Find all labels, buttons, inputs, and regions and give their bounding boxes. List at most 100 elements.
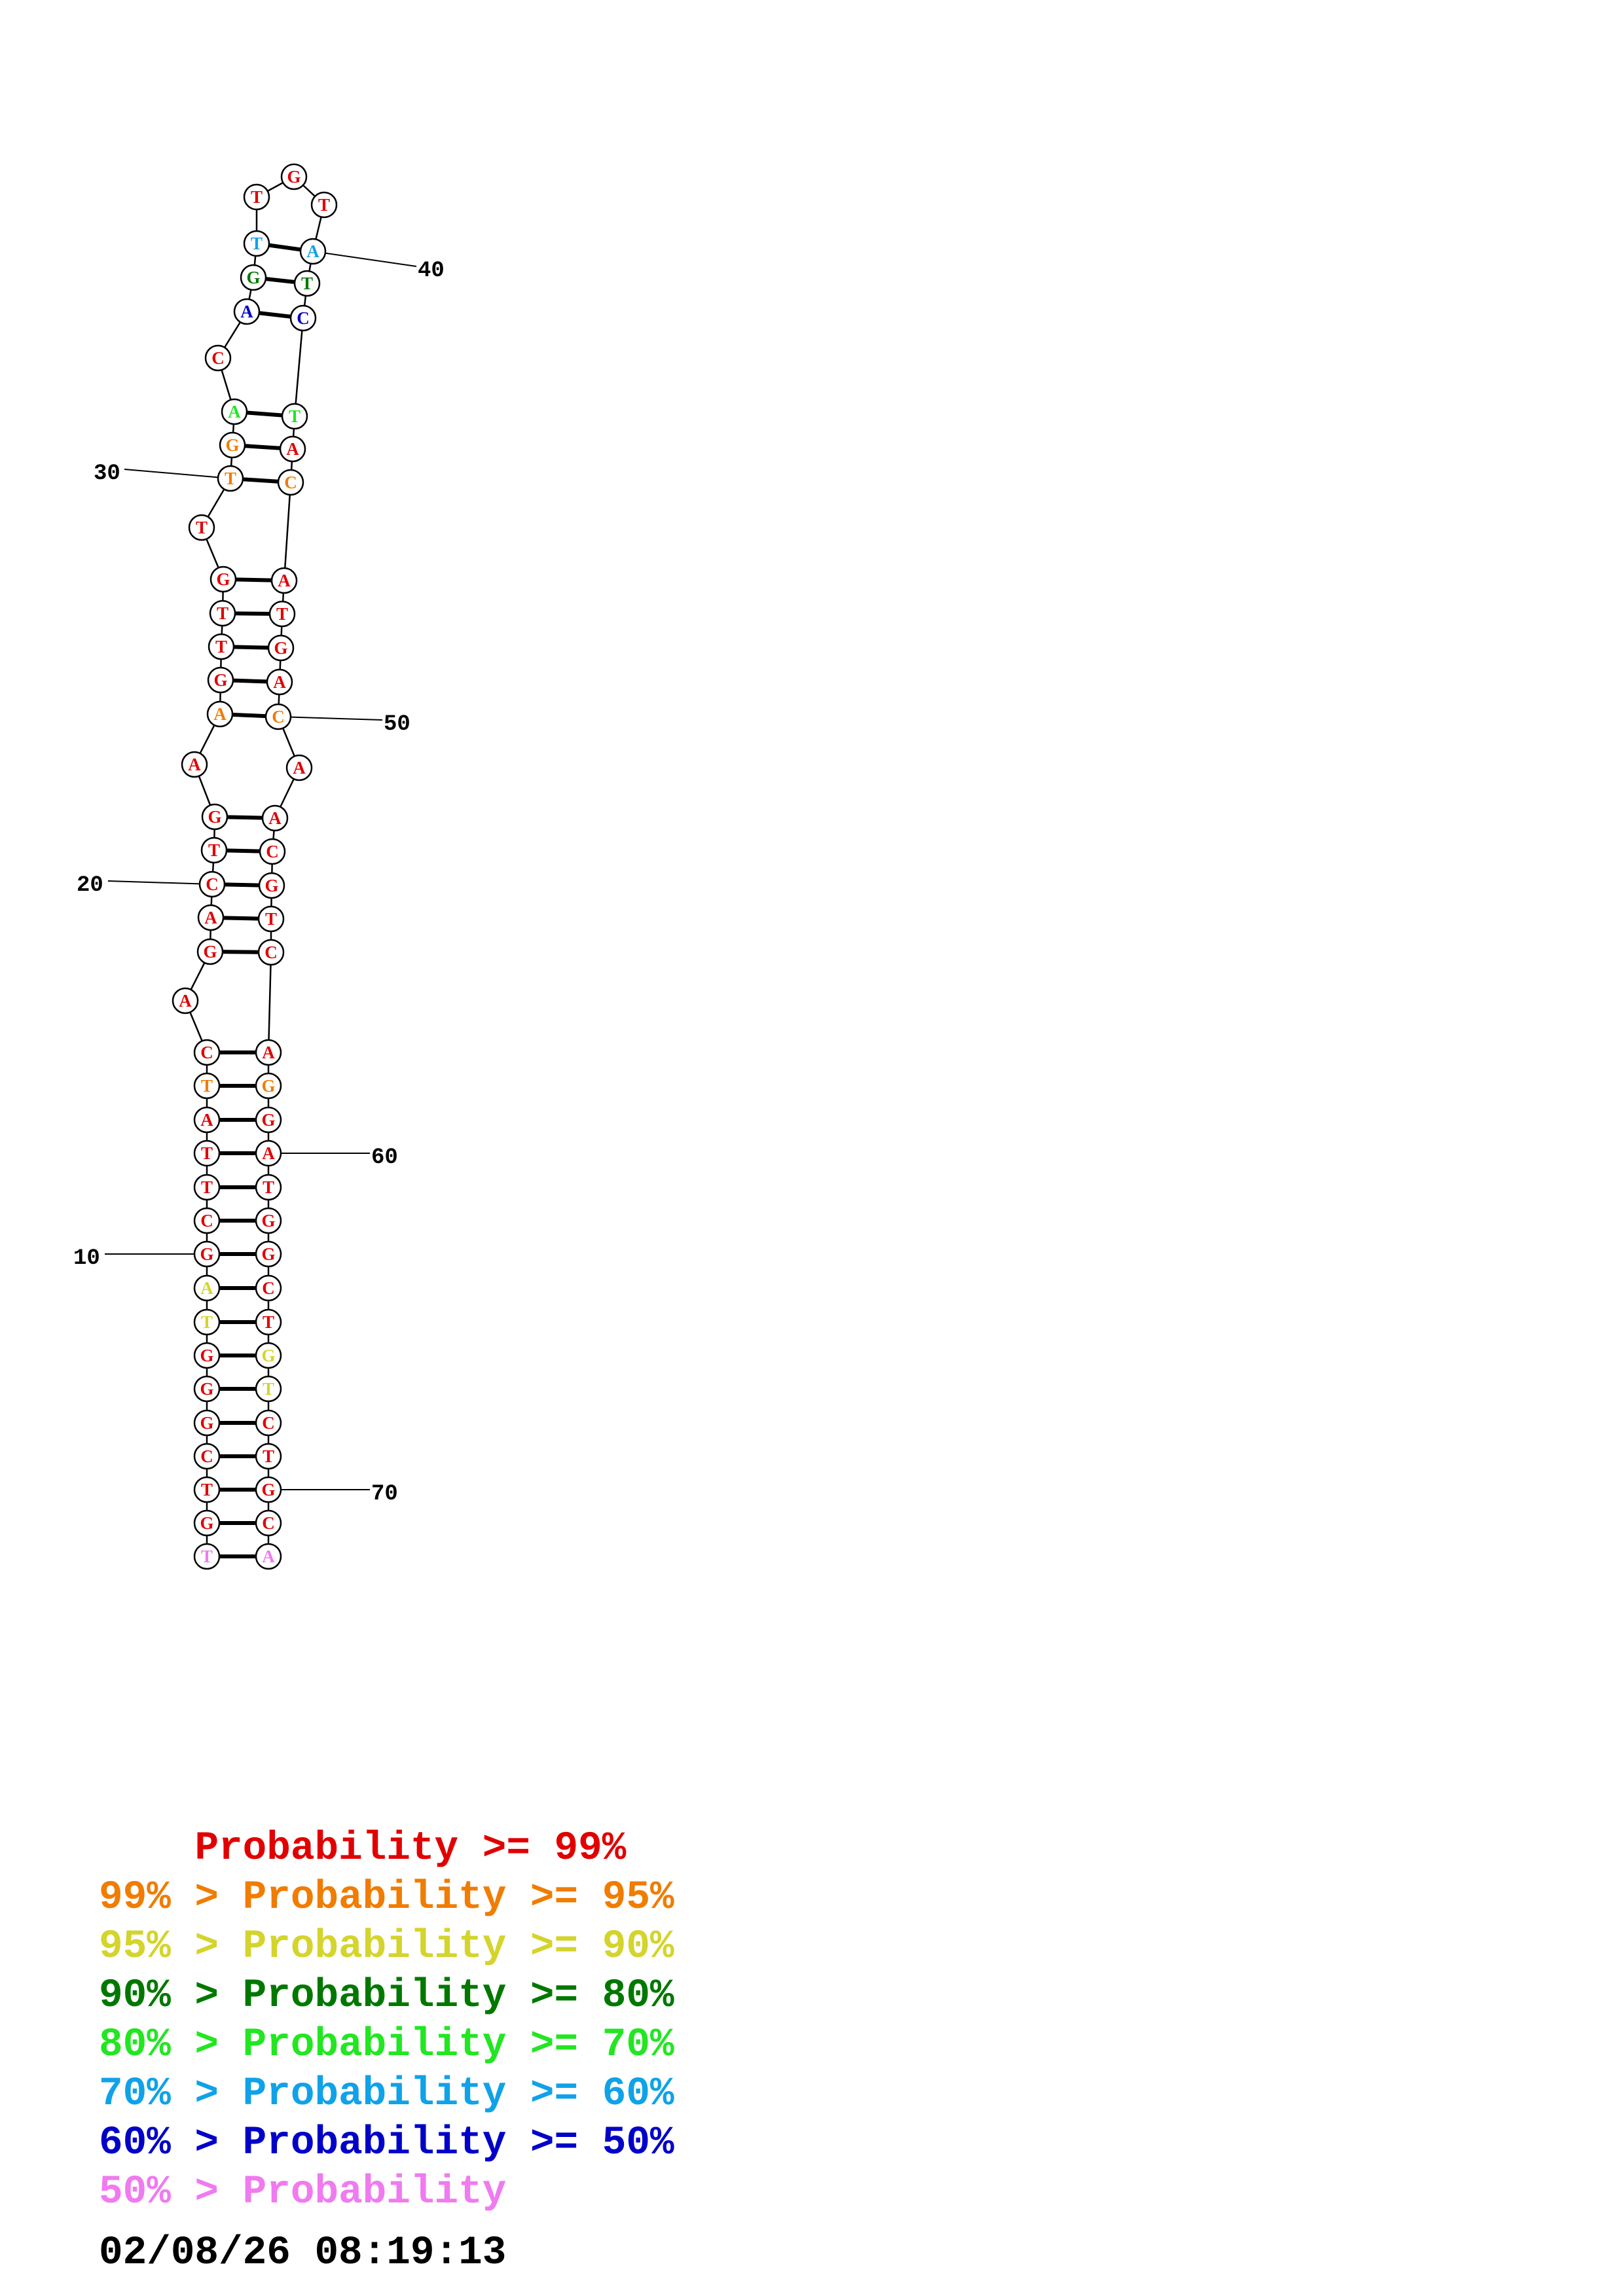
nucleotide-letter: G (246, 268, 260, 287)
nucleotide-circle (207, 666, 234, 694)
nucleotide-letter: A (213, 704, 227, 724)
nucleotide-circle (219, 431, 246, 459)
nucleotide-letter: A (204, 908, 217, 927)
nucleotide: T (209, 600, 236, 627)
nucleotide-letter: G (200, 1413, 213, 1433)
nucleotide-letter: C (200, 1043, 213, 1062)
nucleotide-letter: G (261, 1110, 275, 1130)
nucleotide: C (255, 1509, 282, 1537)
number-label: 20 (77, 873, 103, 898)
nucleotide: T (208, 633, 235, 660)
nucleotide: G (193, 1509, 221, 1537)
nucleotide: G (193, 1240, 221, 1268)
nucleotide-circle (193, 1139, 221, 1167)
nucleotide: T (243, 230, 270, 257)
nucleotide-circle (209, 600, 236, 627)
nucleotide: A (197, 904, 225, 931)
nucleotide: G (280, 163, 308, 190)
nucleotide-letter: G (261, 1244, 275, 1264)
nucleotide: T (255, 1174, 282, 1201)
nucleotide: C (259, 838, 286, 865)
nucleotide: T (193, 1139, 221, 1167)
number-label: 10 (73, 1246, 100, 1271)
number-tick (107, 880, 213, 885)
nucleotide-letter: T (201, 1547, 213, 1566)
nucleotide-circle (200, 836, 228, 864)
nucleotide-circle (217, 465, 244, 492)
nucleotide-letter: T (196, 518, 208, 537)
nucleotide: G (219, 431, 246, 459)
nucleotide-letter: T (201, 1143, 213, 1163)
nucleotide: T (217, 465, 244, 492)
nucleotide: C (277, 469, 304, 496)
backbone-segment (293, 317, 304, 417)
number-label: 30 (94, 461, 120, 486)
nucleotide-circle (201, 803, 228, 831)
nucleotide-circle (255, 1443, 282, 1470)
nucleotide: A (255, 1039, 282, 1066)
nucleotide-letter: A (306, 242, 319, 261)
nucleotide-letter: A (278, 571, 291, 590)
nucleotide-circle (255, 1509, 282, 1537)
nucleotide: G (201, 803, 228, 831)
nucleotide: A (181, 751, 208, 778)
nucleotide-circle (255, 1072, 282, 1100)
nucleotide-letter: G (274, 638, 287, 658)
nucleotide-circle (270, 567, 298, 594)
nucleotide-letter: T (201, 1480, 213, 1499)
nucleotide: C (198, 870, 226, 898)
nucleotide-circle (255, 1342, 282, 1369)
nucleotide: G (240, 264, 267, 291)
nucleotide: T (255, 1375, 282, 1403)
nucleotide: C (193, 1207, 221, 1234)
nucleotide-letter: C (284, 473, 297, 492)
nucleotide-circle (243, 230, 270, 257)
nucleotide: T (281, 403, 308, 430)
nucleotide: G (196, 938, 224, 965)
nucleotide-letter: A (268, 808, 282, 828)
nucleotide-circle (198, 870, 226, 898)
nucleotide-letter: A (228, 402, 241, 422)
nucleotide-letter: T (215, 637, 227, 656)
nucleotide-circle (264, 703, 292, 730)
nucleotide-circle (204, 344, 232, 372)
nucleotide: T (193, 1308, 221, 1336)
nucleotide: C (255, 1274, 282, 1302)
nucleotide-letter: A (293, 758, 306, 778)
nucleotide-circle (193, 1039, 221, 1066)
nucleotide: T (293, 270, 321, 297)
nucleotide-letter: T (208, 840, 220, 860)
nucleotide-letter: C (262, 1413, 275, 1433)
nucleotide: T (193, 1543, 221, 1570)
nucleotide-letter: T (201, 1076, 213, 1096)
nucleotide-circle (172, 987, 199, 1014)
nucleotide-circle (206, 700, 234, 728)
nucleotide-letter: T (289, 406, 301, 426)
nucleotide-circle (221, 398, 248, 425)
nucleotide: C (264, 703, 292, 730)
nucleotide-letter: G (287, 167, 301, 187)
nucleotide: T (310, 191, 338, 219)
nucleotide-circle (210, 565, 237, 593)
nucleotide: T (193, 1476, 221, 1503)
nucleotide-letter: A (262, 1043, 275, 1062)
nucleotide: C (193, 1443, 221, 1470)
nucleotide-circle (196, 938, 224, 965)
nucleotide-circle (259, 838, 286, 865)
nucleotide-letter: A (240, 302, 253, 321)
nucleotide-circle (193, 1509, 221, 1537)
nucleotide-circle (299, 238, 327, 265)
nucleotide-letter: T (301, 274, 313, 293)
nucleotide: G (193, 1375, 221, 1403)
nucleotide-circle (193, 1476, 221, 1503)
nucleotide-letter: G (261, 1211, 275, 1230)
nucleotide: A (255, 1139, 282, 1167)
nucleotide: T (243, 183, 270, 211)
nucleotide: G (255, 1072, 282, 1100)
nucleotide-letter: C (272, 707, 285, 726)
nucleotide-circle (255, 1207, 282, 1234)
nucleotide-letter: T (263, 1312, 274, 1332)
nucleotide-letter: A (273, 672, 286, 692)
nucleotide: T (268, 600, 296, 628)
